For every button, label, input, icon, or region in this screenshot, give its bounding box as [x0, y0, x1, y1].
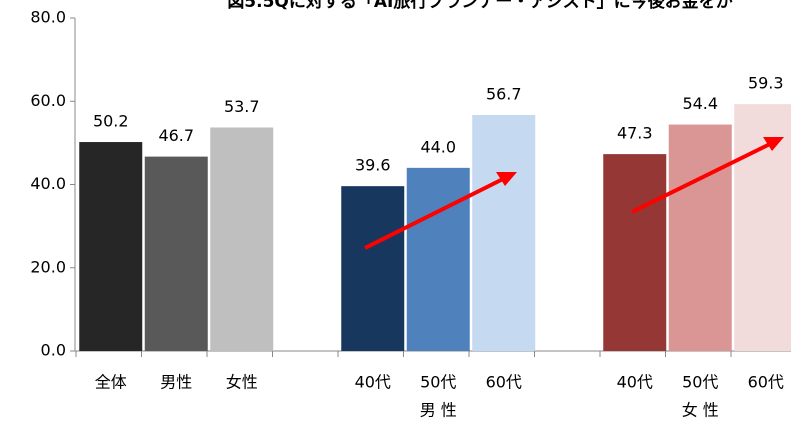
bar — [341, 186, 405, 351]
x-tick-label: 50代 — [420, 373, 456, 392]
x-tick-label: 全体 — [95, 373, 127, 392]
x-tick-label: 40代 — [617, 373, 653, 392]
x-tick-label: 40代 — [355, 373, 391, 392]
arrow-head — [763, 137, 784, 151]
x-tick-label: 50代 — [682, 373, 718, 392]
y-tick-label: 60.0 — [30, 91, 66, 110]
value-label: 39.6 — [355, 156, 391, 175]
bar — [472, 114, 536, 351]
value-label: 54.4 — [682, 94, 718, 113]
group-label: 男 性 — [420, 401, 457, 420]
trend-arrow — [364, 176, 506, 250]
value-label: 50.2 — [93, 112, 129, 131]
y-tick-label: 80.0 — [30, 8, 66, 27]
chart-title: 図5.5Qに対する「AI旅行プランナー・アシスト」に今後お金をか — [227, 0, 732, 12]
bar — [210, 127, 274, 351]
value-label: 47.3 — [617, 124, 653, 143]
trend-arrow — [631, 141, 773, 214]
arrow-head — [496, 172, 517, 186]
x-tick-label: 女性 — [226, 373, 258, 392]
value-label: 44.0 — [420, 137, 456, 156]
value-label: 53.7 — [224, 97, 260, 116]
value-label: 56.7 — [486, 84, 522, 103]
bar — [406, 167, 470, 351]
x-tick-label: 60代 — [486, 373, 522, 392]
bar — [603, 154, 667, 351]
x-tick-label: 60代 — [748, 373, 784, 392]
group-label: 女 性 — [682, 401, 719, 420]
bar — [79, 142, 143, 351]
bar — [734, 104, 791, 351]
y-tick-label: 0.0 — [41, 341, 66, 360]
y-tick-label: 40.0 — [30, 174, 66, 193]
bar — [668, 124, 732, 351]
value-label: 46.7 — [158, 126, 194, 145]
value-label: 59.3 — [748, 74, 784, 93]
x-tick-label: 男性 — [160, 373, 192, 392]
y-tick-label: 20.0 — [30, 257, 66, 276]
bar — [144, 156, 208, 351]
